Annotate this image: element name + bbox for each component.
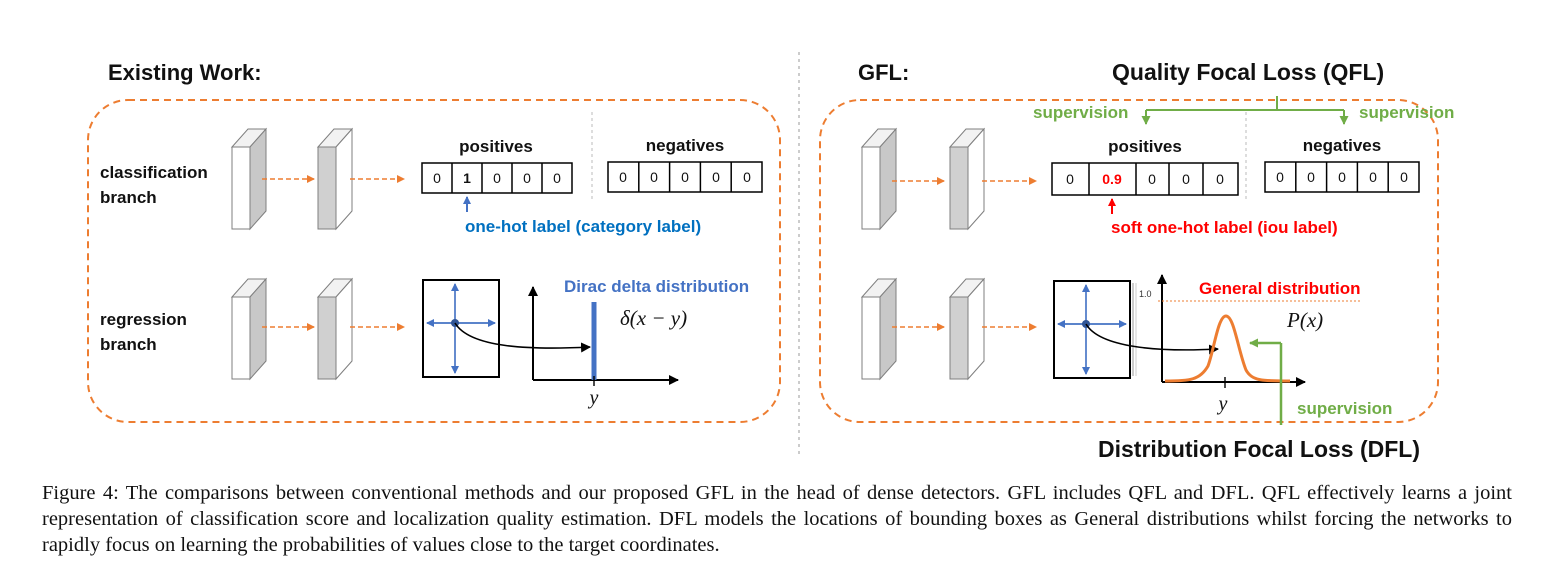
feature-map-3 <box>230 277 268 381</box>
feature-map-5 <box>860 127 898 231</box>
onehot-positive-cells: 0 1 0 0 0 <box>421 162 573 194</box>
tick-1-0-label: 1.0 <box>1139 289 1152 299</box>
dfl-title: Distribution Focal Loss (DFL) <box>1098 436 1420 462</box>
gfl-panel <box>819 99 1439 423</box>
general-distribution-curve <box>1164 314 1291 383</box>
gfl-title: GFL: <box>858 60 909 85</box>
general-distribution-label: General distribution <box>1199 279 1361 298</box>
classification-branch-label: classification branch <box>100 163 212 207</box>
supervision-label-left: supervision <box>1033 103 1128 122</box>
label-cell: 0 <box>619 169 627 185</box>
label-cell: 0 <box>681 169 689 185</box>
soft-positive-cells: 0 0.9 0 0 0 <box>1051 162 1239 196</box>
bounding-box-right <box>1053 280 1137 379</box>
label-cell: 0 <box>553 170 561 186</box>
label-cell: 1 <box>463 170 471 186</box>
soft-label: soft one-hot label (iou label) <box>1111 218 1338 237</box>
bounding-box-left <box>422 279 500 378</box>
qfl-supervision-bracket <box>1141 96 1349 125</box>
feature-map-7 <box>860 277 898 381</box>
dirac-plot <box>528 286 679 386</box>
label-cell: 0 <box>1182 171 1190 187</box>
label-cell: 0 <box>1066 171 1074 187</box>
onehot-label: one-hot label (category label) <box>465 217 701 236</box>
feature-map-4 <box>316 277 354 381</box>
negatives-label: negatives <box>1303 136 1381 155</box>
mapping-arrow <box>454 322 591 353</box>
label-cell: 0 <box>1276 169 1284 185</box>
label-cell: 0 <box>433 170 441 186</box>
delta-formula: δ(x − y) <box>620 306 687 330</box>
label-cell: 0 <box>650 169 658 185</box>
negatives-label: negatives <box>646 136 724 155</box>
label-cell: 0 <box>1400 169 1408 185</box>
y-axis-tick-label: y <box>1217 393 1228 415</box>
label-cell: 0 <box>523 170 531 186</box>
gfl-comparison-figure: Existing Work: GFL: Quality Focal Loss (… <box>87 52 1454 462</box>
label-cell: 0.9 <box>1102 171 1122 187</box>
dirac-label: Dirac delta distribution <box>564 277 749 296</box>
positives-label: positives <box>1108 137 1182 156</box>
supervision-label-right: supervision <box>1359 103 1454 122</box>
mapping-arrow <box>1085 323 1219 355</box>
label-cell: 0 <box>1369 169 1377 185</box>
y-axis-tick-label: y <box>588 387 599 409</box>
label-cell: 0 <box>743 169 751 185</box>
px-formula: P(x) <box>1286 308 1323 332</box>
existing-work-panel <box>87 99 781 423</box>
label-cell: 0 <box>1307 169 1315 185</box>
label-cell: 0 <box>712 169 720 185</box>
figure-caption: Figure 4: The comparisons between conven… <box>42 482 1512 556</box>
feature-map-6 <box>948 127 986 231</box>
dfl-supervision-arrow <box>1249 338 1283 425</box>
label-cell: 0 <box>1148 171 1156 187</box>
existing-work-title: Existing Work: <box>108 60 262 85</box>
feature-map-2 <box>316 127 354 231</box>
qfl-title: Quality Focal Loss (QFL) <box>1112 59 1384 85</box>
feature-map-1 <box>230 127 268 231</box>
regression-branch-label: regression branch <box>100 310 192 354</box>
label-cell: 0 <box>1216 171 1224 187</box>
positives-label: positives <box>459 137 533 156</box>
supervision-label-dfl: supervision <box>1297 399 1392 418</box>
feature-map-8 <box>948 277 986 381</box>
soft-negative-cells: 0 0 0 0 0 <box>1264 161 1420 193</box>
label-cell: 0 <box>1338 169 1346 185</box>
label-cell: 0 <box>493 170 501 186</box>
onehot-negative-cells: 0 0 0 0 0 <box>607 161 763 193</box>
